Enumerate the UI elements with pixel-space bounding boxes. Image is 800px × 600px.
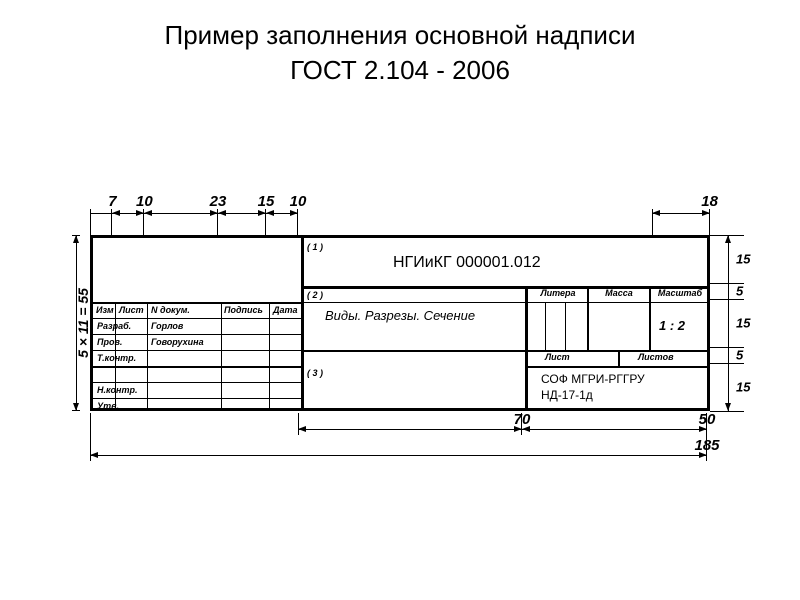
hdr-listov: Листов (638, 352, 674, 362)
dim-r-15c: 15 (736, 380, 750, 395)
dim-left-label: 5 × 11 = 55 (75, 288, 91, 358)
role-razrab: Разраб. (95, 319, 147, 333)
dimensions-right: 15 5 15 5 15 (710, 235, 752, 411)
role-utv: Утв. (95, 399, 147, 413)
dimensions-top: 7 10 23 15 10 18 (62, 195, 752, 231)
hdr-list: Лист (117, 303, 147, 317)
name-prov: Говорухина (149, 335, 219, 349)
page-title: Пример заполнения основной надписи ГОСТ … (0, 0, 800, 88)
hdr-litera: Литера (531, 288, 585, 298)
dim-top-23: 23 (144, 195, 218, 231)
title-block-table: Изм Лист N докум. Подпись Дата Разраб. Г… (90, 235, 710, 411)
zone2-marker: ( 2 ) (307, 290, 323, 300)
dim-top-18: 18 (652, 195, 710, 231)
hdr-list2: Лист (545, 352, 570, 362)
zone1-marker: ( 1 ) (307, 242, 323, 252)
hdr-massa: Масса (591, 288, 647, 298)
dim-r-5a: 5 (736, 284, 743, 299)
zone1-designation: НГИиКГ 000001.012 (393, 254, 541, 272)
hdr-ndoc: N докум. (149, 303, 219, 317)
role-tkontr: Т.контр. (95, 351, 147, 365)
dim-r-15a: 15 (736, 252, 750, 267)
dimension-left: 5 × 11 = 55 (60, 235, 88, 411)
org-line2: НД-17-1д (541, 388, 593, 402)
hdr-data: Дата (271, 303, 299, 317)
dim-top-10a: 10 (112, 195, 144, 231)
role-prov: Пров. (95, 335, 147, 349)
zone2-title: Виды. Разрезы. Сечение (325, 308, 475, 323)
zone3-marker: ( 3 ) (307, 368, 323, 378)
dimensions-bottom: 70 50 185 (90, 417, 710, 477)
scale-value: 1 : 2 (659, 318, 685, 333)
hdr-masshtab: Масштаб (651, 288, 709, 298)
org-line1: СОФ МГРИ-РГГРУ (541, 372, 645, 386)
dim-top-7: 7 (90, 195, 112, 231)
dim-top-10b: 10 (266, 195, 298, 231)
gost-title-block-diagram: 7 10 23 15 10 18 5 × 11 = 55 (62, 195, 752, 477)
role-nkontr: Н.контр. (95, 383, 147, 397)
dim-top-15: 15 (218, 195, 266, 231)
name-razrab: Горлов (149, 319, 219, 333)
title-line-2: ГОСТ 2.104 - 2006 (290, 55, 510, 85)
hdr-podp: Подпись (222, 303, 268, 317)
dim-r-15b: 15 (736, 316, 750, 331)
title-line-1: Пример заполнения основной надписи (165, 20, 636, 50)
dim-r-5b: 5 (736, 348, 743, 363)
hdr-izm: Изм (94, 303, 114, 317)
